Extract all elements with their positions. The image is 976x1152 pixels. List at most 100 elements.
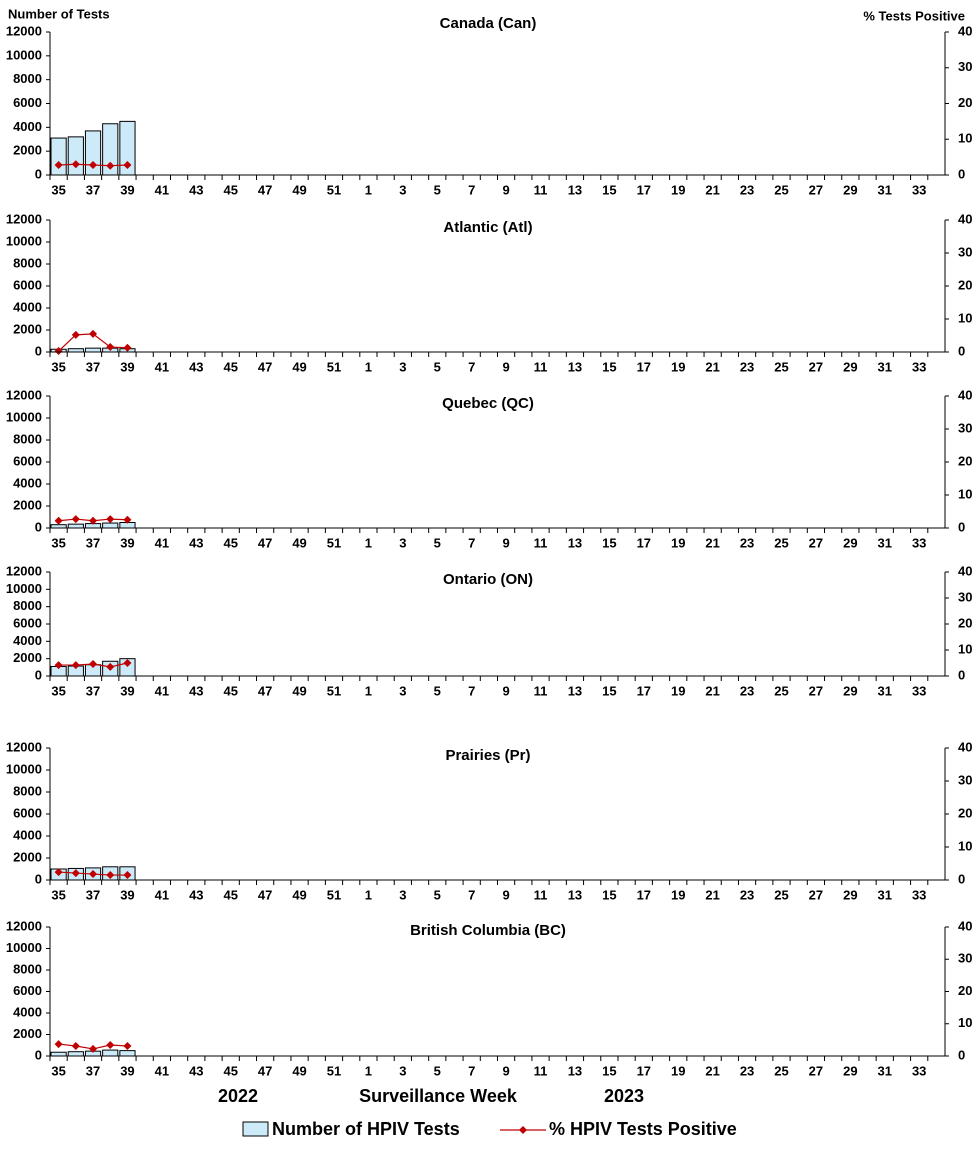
y2-tick-label: 20: [958, 805, 972, 820]
y-tick-label: 6000: [13, 983, 42, 998]
x-tick-label: 35: [51, 535, 65, 550]
x-tick-label: 7: [468, 359, 475, 374]
y-tick-label: 10000: [6, 409, 42, 424]
x-tick-label: 21: [705, 1063, 719, 1078]
y2-tick-label: 0: [958, 1047, 965, 1062]
x-tick-label: 31: [878, 359, 892, 374]
marker: [123, 515, 132, 524]
y2-tick-label: 40: [958, 739, 972, 754]
chart-title: Quebec (QC): [442, 395, 534, 412]
chart-title: Canada (Can): [440, 15, 537, 32]
marker: [71, 160, 80, 169]
x-tick-label: 7: [468, 535, 475, 550]
y2-tick-label: 40: [958, 918, 972, 933]
y-tick-label: 0: [35, 519, 42, 534]
y2-tick-label: 20: [958, 983, 972, 998]
y2-tick-label: 0: [958, 667, 965, 682]
x-tick-label: 31: [878, 887, 892, 902]
y2-tick-label: 20: [958, 453, 972, 468]
x-tick-label: 43: [189, 1063, 203, 1078]
y-tick-label: 10000: [6, 47, 42, 62]
x-tick-label: 29: [843, 535, 857, 550]
marker: [71, 515, 80, 524]
y-tick-label: 12000: [6, 387, 42, 402]
x-tick-label: 9: [502, 359, 509, 374]
y2-tick-label: 20: [958, 95, 972, 110]
x-tick-label: 1: [365, 683, 372, 698]
x-tick-label: 3: [399, 683, 406, 698]
x-tick-label: 21: [705, 887, 719, 902]
y2-tick-label: 20: [958, 615, 972, 630]
y-tick-label: 12000: [6, 23, 42, 38]
y2-tick-label: 20: [958, 277, 972, 292]
x-tick-label: 41: [155, 182, 169, 197]
x-tick-label: 39: [120, 683, 134, 698]
x-tick-label: 31: [878, 182, 892, 197]
x-tick-label: 43: [189, 887, 203, 902]
x-tick-label: 49: [292, 182, 306, 197]
y-tick-label: 10000: [6, 233, 42, 248]
x-tick-label: 29: [843, 1063, 857, 1078]
x-tick-label: 13: [568, 683, 582, 698]
x-tick-label: 47: [258, 182, 272, 197]
x-tick-label: 39: [120, 1063, 134, 1078]
x-tick-label: 37: [86, 182, 100, 197]
y-tick-label: 0: [35, 1047, 42, 1062]
x-tick-label: 3: [399, 535, 406, 550]
x-tick-label: 31: [878, 683, 892, 698]
x-tick-label: 21: [705, 683, 719, 698]
y2-tick-label: 40: [958, 563, 972, 578]
x-tick-label: 35: [51, 683, 65, 698]
bar: [102, 1049, 119, 1057]
y-tick-label: 8000: [13, 431, 42, 446]
y-tick-label: 0: [35, 871, 42, 886]
x-tick-label: 13: [568, 535, 582, 550]
x-tick-label: 11: [534, 359, 548, 374]
x-tick-label: 19: [671, 535, 685, 550]
x-tick-label: 27: [809, 359, 823, 374]
y-tick-label: 10000: [6, 581, 42, 596]
marker: [54, 516, 63, 525]
legend-swatch: [242, 1121, 269, 1137]
y-axis-label: Number of Tests: [8, 6, 110, 21]
y-tick-label: 8000: [13, 71, 42, 86]
marker: [106, 662, 115, 671]
y-tick-label: 12000: [6, 211, 42, 226]
x-tick-label: 25: [774, 535, 788, 550]
x-tick-label: 9: [502, 683, 509, 698]
marker: [54, 661, 63, 670]
x-tick-label: 17: [637, 359, 651, 374]
x-tick-label: 33: [912, 683, 926, 698]
marker: [89, 160, 98, 169]
x-tick-label: 15: [602, 1063, 616, 1078]
y-tick-label: 6000: [13, 615, 42, 630]
x-tick-label: 7: [468, 887, 475, 902]
x-tick-label: 41: [155, 359, 169, 374]
marker: [54, 347, 63, 356]
x-tick-label: 45: [223, 683, 237, 698]
x-tick-label: 41: [155, 535, 169, 550]
x-tick-label: 23: [740, 359, 754, 374]
x-tick-label: 15: [602, 359, 616, 374]
x-tick-label: 33: [912, 1063, 926, 1078]
x-axis-label: Surveillance Week: [359, 1086, 518, 1106]
x-tick-label: 33: [912, 182, 926, 197]
y2-tick-label: 10: [958, 486, 972, 501]
x-tick-label: 27: [809, 887, 823, 902]
y2-tick-label: 30: [958, 420, 972, 435]
x-tick-label: 25: [774, 887, 788, 902]
marker: [123, 871, 132, 880]
x-tick-label: 39: [120, 535, 134, 550]
y-tick-label: 4000: [13, 299, 42, 314]
x-tick-label: 35: [51, 887, 65, 902]
x-tick-label: 27: [809, 683, 823, 698]
x-tick-label: 7: [468, 683, 475, 698]
x-tick-label: 9: [502, 887, 509, 902]
legend-label: Number of HPIV Tests: [272, 1119, 460, 1139]
x-tick-label: 49: [292, 535, 306, 550]
x-tick-label: 19: [671, 683, 685, 698]
y-tick-label: 4000: [13, 475, 42, 490]
x-tick-label: 45: [223, 359, 237, 374]
y-tick-label: 8000: [13, 783, 42, 798]
